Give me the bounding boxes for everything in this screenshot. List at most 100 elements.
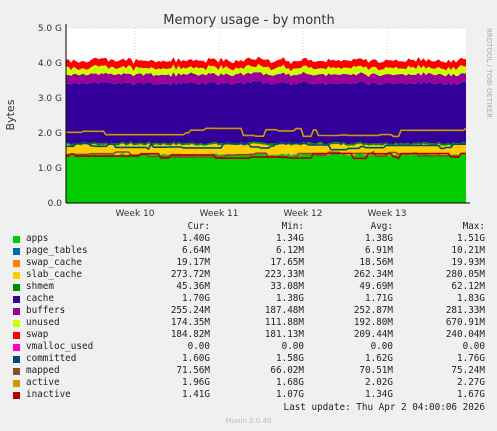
area-shmem [66,141,466,146]
legend-max: 62.12M [451,281,485,292]
legend-swatch [13,344,20,351]
legend-min: 1.07G [276,389,304,400]
legend-cur: 1.41G [182,389,210,400]
legend-swatch [13,308,20,315]
legend-row-swap-cache: swap_cache 19.17M 17.65M 18.56M 19.93M [10,257,497,269]
legend-rows: apps 1.40G 1.34G 1.38G 1.51G page_tables 6.64M… [10,233,497,401]
legend-name: buffers [26,305,66,316]
legend-swatch [13,356,20,363]
legend-row-swap: swap 184.82M 181.13M 209.44M 240.04M [10,329,497,341]
legend-name: apps [26,233,49,244]
legend-avg: 1.34G [365,389,393,400]
legend-avg: 192.80M [353,317,393,328]
legend-max: 10.21M [451,245,485,256]
legend-cur: 273.72M [170,269,210,280]
header-avg: Avg: [370,221,393,232]
legend-max: 2.27G [457,377,485,388]
legend-header: Cur: Min: Avg: Max: [10,221,497,233]
legend-name: active [26,377,60,388]
legend-avg: 49.69M [359,281,393,292]
legend-cur: 1.40G [182,233,210,244]
x-tick-label: Week 12 [284,209,323,219]
legend-min: 0.00 [281,341,304,352]
area-cache [66,80,466,145]
legend-row-buffers: buffers 255.24M 187.48M 252.87M 281.33M [10,305,497,317]
legend-max: 1.83G [457,293,485,304]
legend-swatch [13,380,20,387]
legend-name: slab_cache [26,269,82,280]
x-tick-label: Week 10 [116,209,155,219]
legend-avg: 70.51M [359,365,393,376]
x-ticks: Week 10 Week 11 Week 12 Week 13 [116,209,407,219]
legend-min: 17.65M [270,257,304,268]
legend-name: cache [26,293,54,304]
y-tick-label: 2.0 G [38,129,62,139]
legend-row-mapped: mapped 71.56M 66.02M 70.51M 75.24M [10,365,497,377]
legend: Cur: Min: Avg: Max: apps 1.40G 1.34G 1.38G 1… [10,221,497,401]
legend-max: 281.33M [445,305,485,316]
legend-min: 111.88M [264,317,304,328]
legend-avg: 1.62G [365,353,393,364]
legend-name: vmalloc_used [26,341,94,352]
area-buffers [66,71,466,86]
y-tick-label: 3.0 G [38,94,62,104]
x-tick-label: Week 13 [368,209,407,219]
y-tick-label: 4.0 G [38,59,62,69]
legend-row-shmem: shmem 45.36M 33.08M 49.69M 62.12M [10,281,497,293]
legend-swatch [13,320,20,327]
legend-min: 1.38G [276,293,304,304]
legend-row-inactive: inactive 1.41G 1.07G 1.34G 1.67G [10,389,497,401]
legend-cur: 1.96G [182,377,210,388]
legend-min: 1.58G [276,353,304,364]
last-update: Last update: Thu Apr 2 04:00:06 2026 [283,402,486,413]
legend-row-committed: committed 1.60G 1.58G 1.62G 1.76G [10,353,497,365]
axes [65,24,470,204]
area-unused [66,63,466,77]
y-tick-label: 0.0 [48,199,63,209]
legend-cur: 0.00 [187,341,210,352]
legend-cur: 1.70G [182,293,210,304]
legend-cur: 1.60G [182,353,210,364]
legend-row-cache: cache 1.70G 1.38G 1.71G 1.83G [10,293,497,305]
legend-name: swap [26,329,49,340]
legend-max: 1.51G [457,233,485,244]
legend-cur: 19.17M [176,257,210,268]
area-apps [66,153,466,203]
legend-min: 1.68G [276,377,304,388]
y-tick-label: 1.0 G [38,164,62,174]
legend-row-unused: unused 174.35M 111.88M 192.80M 670.91M [10,317,497,329]
legend-name: unused [26,317,60,328]
x-tick-label: Week 11 [200,209,239,219]
legend-max: 670.91M [445,317,485,328]
legend-swatch [13,284,20,291]
legend-swatch [13,260,20,267]
legend-avg: 262.34M [353,269,393,280]
legend-row-vmalloc-used: vmalloc_used 0.00 0.00 0.00 0.00 [10,341,497,353]
y-axis-label: Bytes [4,99,17,130]
area-page-tables [66,153,466,156]
legend-cur: 174.35M [170,317,210,328]
line-series [65,127,467,160]
line-committed [66,142,466,151]
legend-cur: 255.24M [170,305,210,316]
legend-swatch [13,296,20,303]
legend-max: 240.04M [445,329,485,340]
y-tick-label: 5.0 G [38,24,62,34]
legend-avg: 6.91M [365,245,393,256]
legend-min: 33.08M [270,281,304,292]
legend-avg: 252.87M [353,305,393,316]
legend-max: 75.24M [451,365,485,376]
line-mapped [65,150,466,159]
legend-max: 280.05M [445,269,485,280]
legend-min: 223.33M [264,269,304,280]
legend-avg: 18.56M [359,257,393,268]
legend-swatch [13,272,20,279]
legend-name: committed [26,353,77,364]
legend-avg: 209.44M [353,329,393,340]
legend-swatch [13,368,20,375]
legend-max: 1.67G [457,389,485,400]
stacked-areas [66,56,466,203]
legend-cur: 71.56M [176,365,210,376]
header-max: Max: [462,221,485,232]
y-ticks: 0.0 1.0 G 2.0 G 3.0 G 4.0 G 5.0 G [38,24,62,209]
